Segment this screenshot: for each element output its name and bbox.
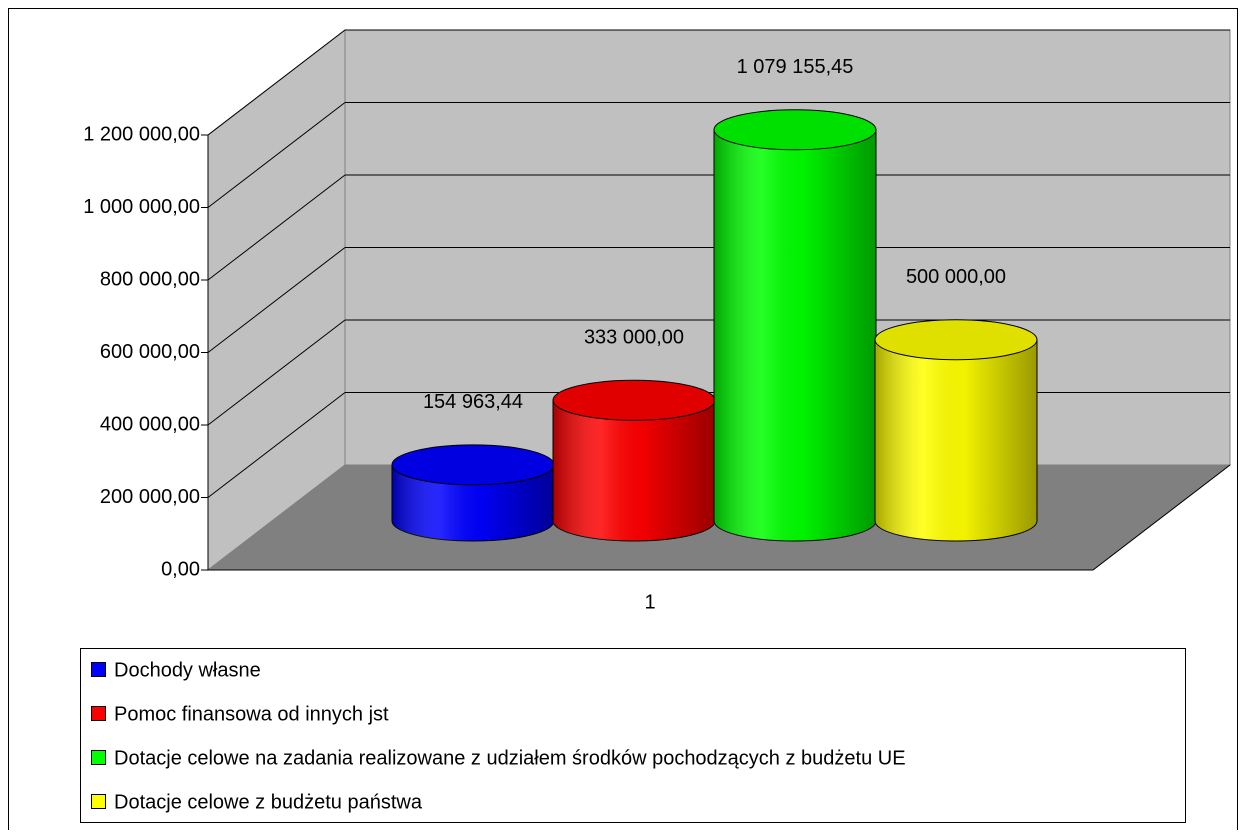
bar-shade xyxy=(714,129,876,541)
y-tick-label: 200 000,00 xyxy=(100,486,200,508)
grid-line xyxy=(207,392,346,498)
floor-edge xyxy=(1092,464,1231,571)
y-tick-label: 600 000,00 xyxy=(100,341,200,363)
legend-label: Dotacje celowe na zadania realizowane z … xyxy=(114,747,906,769)
legend-label: Dochody własne xyxy=(114,659,261,681)
legend-box xyxy=(80,648,1186,823)
bar-shade xyxy=(392,464,554,541)
bar-top xyxy=(874,319,1038,361)
chart-border xyxy=(8,8,1238,835)
data-label: 500 000,00 xyxy=(906,266,1006,288)
legend-swatch xyxy=(91,750,106,765)
bar-top-shade xyxy=(553,380,715,421)
grid-line xyxy=(207,319,346,426)
data-label: 333 000,00 xyxy=(584,327,684,349)
bar-top xyxy=(713,109,877,151)
x-tick-label: 1 xyxy=(644,591,655,613)
y-tick-label: 800 000,00 xyxy=(100,268,200,290)
bar-shade xyxy=(553,400,715,541)
grid-line xyxy=(207,29,346,136)
data-label: 1 079 155,45 xyxy=(737,56,854,78)
bar xyxy=(713,109,877,542)
bar-top-shade xyxy=(714,109,876,150)
grid-line xyxy=(207,247,346,353)
legend-label: Pomoc finansowa od innych jst xyxy=(114,703,389,725)
legend-swatch xyxy=(91,662,106,677)
legend-swatch xyxy=(91,794,106,809)
y-tick-label: 400 000,00 xyxy=(100,413,200,435)
grid-line xyxy=(207,174,346,281)
y-tick-label: 1 000 000,00 xyxy=(83,196,200,218)
bar xyxy=(552,379,716,542)
legend: Dochody własne Pomoc finansowa od innych … xyxy=(91,659,906,813)
bar-shade xyxy=(875,339,1037,541)
y-tick-label: 1 200 000,00 xyxy=(83,123,200,145)
grid-line xyxy=(207,102,346,208)
labels: 0,00 200 000,00 400 000,00 600 000,00 800 00… xyxy=(83,56,1006,613)
bar xyxy=(874,319,1038,542)
y-tick-label: 0,00 xyxy=(161,558,200,580)
legend-label: Dotacje celowe z budżetu państwa xyxy=(114,791,423,813)
bar-top-shade xyxy=(392,444,554,485)
bars xyxy=(391,109,1038,542)
legend-swatch xyxy=(91,706,106,721)
bar xyxy=(391,444,555,542)
bar-top-shade xyxy=(875,319,1037,360)
data-label: 154 963,44 xyxy=(423,391,523,413)
